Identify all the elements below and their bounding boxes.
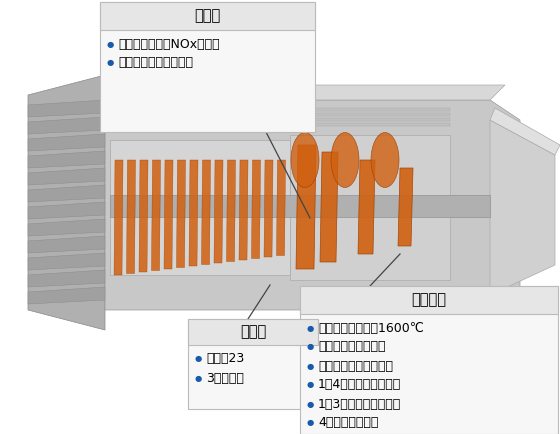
Polygon shape xyxy=(152,160,161,270)
Text: 燃焼器: 燃焼器 xyxy=(194,9,221,23)
Text: 1～3段静翼　空気冷却: 1～3段静翼 空気冷却 xyxy=(318,398,402,411)
Polygon shape xyxy=(490,120,555,295)
Text: 1～4段動翼　空気冷却: 1～4段動翼 空気冷却 xyxy=(318,378,402,391)
Text: ●: ● xyxy=(194,355,202,364)
Text: ●: ● xyxy=(306,381,314,389)
Polygon shape xyxy=(28,100,105,117)
Text: ●: ● xyxy=(106,39,114,49)
Text: 4段静翼　無冷却: 4段静翼 無冷却 xyxy=(318,417,379,430)
Bar xyxy=(100,2,315,132)
Text: タービン: タービン xyxy=(412,293,446,308)
Bar xyxy=(188,319,318,409)
Text: 先進遮熱コーティング: 先進遮熱コーティング xyxy=(318,359,393,372)
Polygon shape xyxy=(28,236,105,253)
Bar xyxy=(300,286,558,434)
Polygon shape xyxy=(290,135,450,280)
Ellipse shape xyxy=(371,132,399,187)
Polygon shape xyxy=(320,152,338,262)
Polygon shape xyxy=(28,287,105,304)
Polygon shape xyxy=(290,108,450,111)
Text: 燃焼器バイパス弁なし: 燃焼器バイパス弁なし xyxy=(118,56,193,69)
Polygon shape xyxy=(214,160,223,263)
Polygon shape xyxy=(28,151,105,168)
Polygon shape xyxy=(28,202,105,219)
Text: ●: ● xyxy=(106,59,114,68)
Bar xyxy=(110,195,490,217)
Bar xyxy=(188,319,318,345)
Polygon shape xyxy=(398,168,413,246)
Polygon shape xyxy=(28,134,105,151)
Text: 3次元設計: 3次元設計 xyxy=(206,372,244,385)
Polygon shape xyxy=(105,100,520,310)
Polygon shape xyxy=(110,140,290,275)
Text: ●: ● xyxy=(306,418,314,427)
Text: 圧力比23: 圧力比23 xyxy=(206,352,244,365)
Polygon shape xyxy=(28,219,105,236)
Polygon shape xyxy=(189,160,198,266)
Polygon shape xyxy=(28,270,105,287)
Polygon shape xyxy=(490,108,560,155)
Polygon shape xyxy=(164,160,173,269)
Polygon shape xyxy=(139,160,148,272)
Polygon shape xyxy=(105,85,505,100)
Bar xyxy=(300,286,558,314)
Polygon shape xyxy=(127,160,136,273)
Text: ●: ● xyxy=(194,374,202,382)
Text: 蒸気冷却方式低NOx燃焼器: 蒸気冷却方式低NOx燃焼器 xyxy=(118,37,220,50)
Polygon shape xyxy=(290,118,450,121)
Text: ●: ● xyxy=(306,362,314,371)
Polygon shape xyxy=(226,160,236,262)
Polygon shape xyxy=(28,168,105,185)
Polygon shape xyxy=(28,185,105,202)
Ellipse shape xyxy=(331,132,359,187)
Text: ●: ● xyxy=(306,342,314,352)
Polygon shape xyxy=(264,160,273,257)
Bar xyxy=(100,2,315,30)
Polygon shape xyxy=(251,160,260,259)
Text: 高性能フィルム冷却: 高性能フィルム冷却 xyxy=(318,341,385,354)
Text: 圧縮機: 圧縮機 xyxy=(240,325,266,339)
Polygon shape xyxy=(277,160,286,256)
Text: ●: ● xyxy=(306,400,314,408)
Polygon shape xyxy=(114,160,123,275)
Polygon shape xyxy=(176,160,185,267)
Polygon shape xyxy=(296,145,316,269)
Text: タービン入口温度1600℃: タービン入口温度1600℃ xyxy=(318,322,424,335)
Polygon shape xyxy=(28,253,105,270)
Ellipse shape xyxy=(291,132,319,187)
Polygon shape xyxy=(358,160,375,254)
Polygon shape xyxy=(28,117,105,134)
Text: ●: ● xyxy=(306,323,314,332)
Polygon shape xyxy=(28,75,105,330)
Polygon shape xyxy=(290,123,450,126)
Polygon shape xyxy=(239,160,248,260)
Polygon shape xyxy=(290,113,450,116)
Polygon shape xyxy=(202,160,211,264)
